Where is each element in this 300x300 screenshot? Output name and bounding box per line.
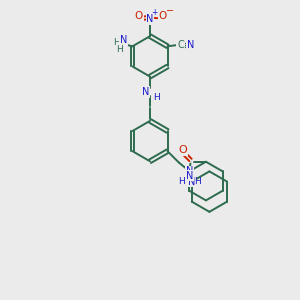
Text: H: H	[113, 38, 120, 47]
Text: N: N	[187, 40, 194, 50]
Text: N: N	[185, 167, 193, 176]
Text: +: +	[151, 8, 157, 17]
Text: −: −	[166, 7, 174, 16]
Text: O: O	[159, 11, 167, 21]
Text: H: H	[194, 178, 201, 187]
Text: H: H	[178, 178, 185, 187]
Text: N: N	[142, 87, 149, 97]
Text: O: O	[135, 11, 143, 21]
Text: O: O	[178, 145, 187, 155]
Text: C: C	[191, 161, 192, 162]
Text: N: N	[146, 14, 154, 24]
Text: N: N	[188, 176, 196, 187]
Text: N: N	[185, 167, 193, 176]
Text: N: N	[120, 35, 127, 45]
Text: C: C	[177, 40, 184, 50]
Text: H: H	[153, 93, 160, 102]
Text: H: H	[116, 45, 123, 54]
Text: N: N	[186, 171, 193, 181]
